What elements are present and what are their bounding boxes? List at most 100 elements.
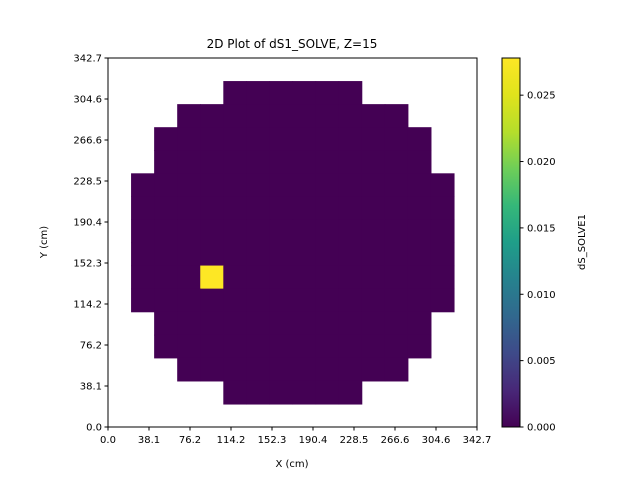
heatmap-cell [223,104,247,128]
heatmap-cell [223,173,247,197]
heatmap-cell [292,242,317,267]
heatmap-cell [246,196,271,221]
heatmap-cell [407,150,432,174]
heatmap-cell [292,150,317,174]
heatmap-cell [315,173,340,197]
heatmap-cell [361,288,386,313]
heatmap-cell [223,311,247,336]
heatmap-cell [315,242,340,267]
heatmap-cell [223,242,247,267]
plot-frame [107,57,478,428]
colorbar-label: dS_SOLVE1 [577,214,588,270]
heatmap-cell [246,173,271,197]
heatmap-cell [384,357,409,382]
heatmap-cell [384,334,409,359]
heatmap-cell [338,242,363,267]
heatmap-cell [246,265,271,290]
heatmap-cell [338,104,363,128]
heatmap-cell [361,265,386,290]
heatmap-cell [154,288,178,313]
heatmap-cell [361,173,386,197]
heatmap-cell [315,334,340,359]
heatmap-cell [430,219,455,244]
heatmap-cell [315,357,340,382]
heatmap-cell [269,173,294,197]
heatmap-cell [200,334,224,359]
colorbar-ticks: 0.000 0.005 0.010 0.015 0.020 0.025 [520,91,556,434]
heatmap-cell [338,357,363,382]
heatmap-cell [246,104,271,128]
heatmap-cell [384,265,409,290]
heatmap-cell [269,380,294,405]
heatmap-cell [361,104,386,128]
heatmap-cell [338,380,363,405]
heatmap-cell [315,127,340,151]
heatmap-cell-hot [200,265,224,290]
heatmap-cell [384,288,409,313]
y-tick-label: 228.5 [73,177,102,188]
heatmap-cell [338,173,363,197]
heatmap-cell [177,196,201,221]
heatmap-cell [361,219,386,244]
heatmap-cell [269,357,294,382]
heatmap-cell [154,150,178,174]
heatmap-cell [407,219,432,244]
heatmap-cell [246,242,271,267]
x-tick-label: 0.0 [100,435,116,446]
heatmap-cell [246,380,271,405]
x-tick-label: 266.6 [381,435,410,446]
heatmap-cell [430,196,455,221]
heatmap-cell [177,173,201,197]
heatmap-cell [154,127,178,151]
heatmap-cell [407,265,432,290]
y-tick-label: 342.7 [73,54,102,65]
heatmap-cell [315,311,340,336]
x-tick-label: 190.4 [299,435,328,446]
colorbar-tick-label: 0.010 [527,290,556,301]
heatmap-cell [407,196,432,221]
heatmap-cell [338,196,363,221]
heatmap-cell [200,219,224,244]
heatmap-cell [223,357,247,382]
heatmap-cell [315,219,340,244]
heatmap-cell [269,242,294,267]
heatmap-cell [430,242,455,267]
heatmap-cell [177,357,201,382]
heatmap-cell [292,357,317,382]
heatmap-cell [177,242,201,267]
y-tick-label: 190.4 [73,218,102,229]
heatmap-cell [407,311,432,336]
heatmap-cell [361,196,386,221]
heatmap-cell [292,173,317,197]
heatmap-cells [131,81,455,405]
heatmap-cell [407,242,432,267]
heatmap-cell [338,127,363,151]
x-tick-label: 152.3 [258,435,287,446]
heatmap-cell [223,150,247,174]
heatmap-cell [430,265,455,290]
y-axis-label: Y (cm) [39,226,50,259]
heatmap-cell [292,334,317,359]
heatmap-cell [223,196,247,221]
x-tick-label: 38.1 [138,435,160,446]
y-tick-label: 76.2 [80,341,102,352]
plot-area [107,57,478,428]
heatmap-cell [246,288,271,313]
heatmap-cell [200,150,224,174]
heatmap-cell [384,196,409,221]
heatmap-cell [177,104,201,128]
heatmap-cell [131,219,155,244]
heatmap-cell [223,81,247,105]
x-tick-label: 342.7 [463,435,492,446]
heatmap-cell [154,242,178,267]
heatmap-cell [315,81,340,105]
heatmap-cell [407,173,432,197]
heatmap-cell [246,81,271,105]
heatmap-cell [269,265,294,290]
heatmap-cell [131,265,155,290]
heatmap-cell [177,334,201,359]
heatmap-cell [361,357,386,382]
heatmap-cell [269,196,294,221]
heatmap-cell [292,265,317,290]
x-tick-label: 76.2 [179,435,201,446]
